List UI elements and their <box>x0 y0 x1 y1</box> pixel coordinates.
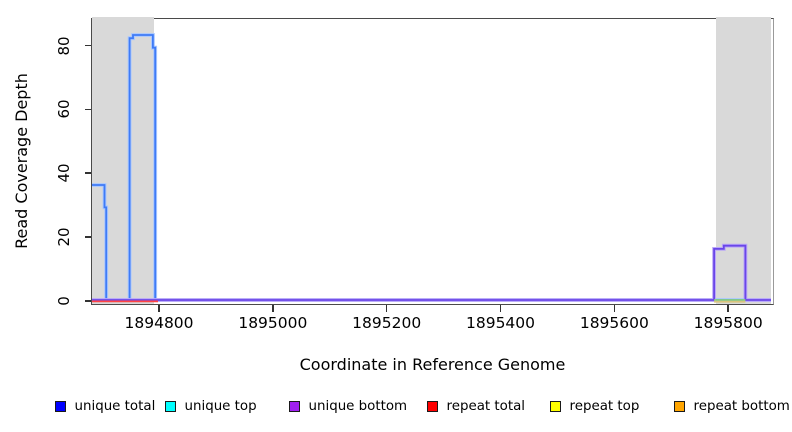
series-line-unique-bottom <box>92 245 772 302</box>
legend-swatch <box>55 401 66 412</box>
y-tick-label: 20 <box>55 227 73 247</box>
legend-swatch <box>674 401 685 412</box>
plot-area <box>91 17 774 305</box>
y-axis-label: Read Coverage Depth <box>12 73 31 249</box>
legend-swatch <box>427 401 438 412</box>
y-tick-mark <box>84 236 92 238</box>
shaded-region <box>92 17 155 304</box>
x-tick-label: 1895800 <box>693 314 763 332</box>
x-tick-label: 1895600 <box>579 314 649 332</box>
y-tick-mark <box>84 300 92 302</box>
x-tick-mark <box>158 305 160 312</box>
x-tick-mark <box>727 305 729 312</box>
x-tick-mark <box>499 305 502 312</box>
series-halo-unique-bottom <box>92 244 772 303</box>
x-tick-mark <box>613 305 616 312</box>
legend-label: unique top <box>184 399 257 414</box>
x-tick-label: 1895000 <box>238 314 308 332</box>
legend-swatch <box>289 401 300 412</box>
y-tick-mark <box>84 44 92 47</box>
legend-swatch <box>165 401 176 412</box>
legend-item: unique bottom <box>289 399 407 414</box>
y-tick-label: 60 <box>55 99 73 119</box>
legend-label: repeat total <box>446 399 526 414</box>
legend-label: unique total <box>74 399 156 414</box>
legend-label: unique bottom <box>308 399 408 414</box>
legend-label: repeat top <box>569 399 640 414</box>
x-tick-mark <box>272 305 274 312</box>
y-tick-label: 80 <box>55 35 73 56</box>
legend-item: repeat total <box>427 399 525 414</box>
x-tick-label: 1895200 <box>352 314 422 332</box>
series-line-unique-total <box>92 34 772 302</box>
legend-item: repeat top <box>550 399 639 414</box>
legend-item: unique top <box>165 399 257 414</box>
series-halo-unique-total <box>92 33 772 303</box>
y-tick-label: 0 <box>55 296 73 306</box>
y-tick-mark <box>84 108 92 111</box>
x-tick-label: 1894800 <box>124 314 194 332</box>
shaded-region <box>715 17 772 304</box>
legend-item: repeat bottom <box>674 399 790 414</box>
x-tick-label: 1895400 <box>465 314 536 332</box>
x-axis-label: Coordinate in Reference Genome <box>299 355 566 374</box>
x-tick-mark <box>385 305 388 312</box>
y-tick-mark <box>84 172 92 175</box>
legend-swatch <box>550 401 561 412</box>
y-tick-label: 40 <box>55 163 73 183</box>
coverage-lines-canvas <box>92 33 772 303</box>
legend-label: repeat bottom <box>693 399 790 414</box>
legend-item: unique total <box>55 399 155 414</box>
